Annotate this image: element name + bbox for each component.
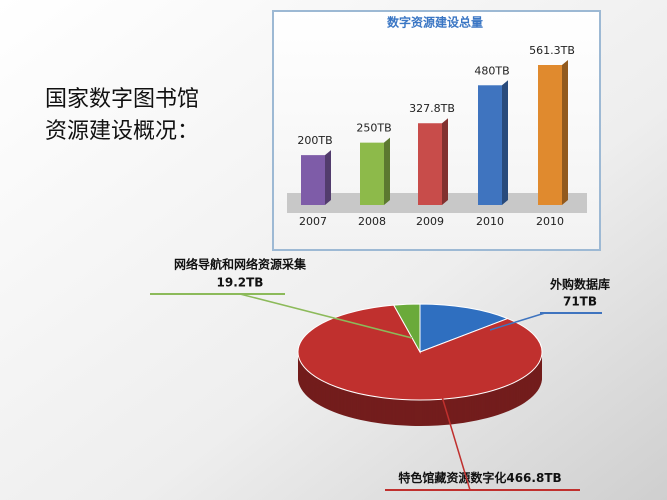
- bar-side: [502, 80, 508, 205]
- chart-title: 数字资源建设总量: [387, 15, 483, 30]
- x-tick-label: 2010: [476, 215, 504, 228]
- bar-side: [562, 60, 568, 205]
- bar: [478, 85, 502, 205]
- slice-value: 466.8TB: [506, 471, 561, 485]
- x-tick-label: 2010: [536, 215, 564, 228]
- pie-slice: [392, 303, 421, 354]
- slide-title-line: 资源建设概况：: [45, 119, 199, 144]
- x-tick-label: 2008: [358, 215, 386, 228]
- pie-slice: [419, 303, 509, 353]
- slice-label: 特色馆藏资源数字化466.8TB: [398, 470, 561, 485]
- slice-name: 外购数据库: [550, 277, 610, 292]
- slice-value: 71TB: [563, 295, 597, 309]
- leader-line: [239, 293, 413, 339]
- bar: [538, 65, 562, 205]
- pie-labels: 网络导航和网络资源采集 19.2TB 外购数据库 71TB 特色馆藏资源数字化466.8…: [174, 257, 610, 485]
- slice-name: 网络导航和网络资源采集: [174, 257, 307, 272]
- leader-line: [489, 312, 546, 331]
- x-tick-label: 2007: [299, 215, 327, 228]
- value-label: 561.3TB: [529, 44, 575, 57]
- bar-side: [325, 150, 331, 205]
- slice-name: 特色馆藏资源数字化: [398, 470, 506, 485]
- value-label: 250TB: [356, 122, 391, 135]
- slice-value: 19.2TB: [217, 276, 264, 290]
- bar: [301, 155, 325, 205]
- bar: [360, 142, 384, 205]
- bar-side: [384, 137, 390, 205]
- x-tick-label: 2009: [416, 215, 444, 228]
- value-label: 327.8TB: [409, 102, 455, 115]
- value-label: 480TB: [474, 64, 509, 77]
- bar-side: [442, 118, 448, 205]
- bar: [418, 123, 442, 205]
- slide-title-line: 国家数字图书馆: [45, 87, 199, 112]
- value-label: 200TB: [297, 134, 332, 147]
- leader-line: [439, 389, 471, 491]
